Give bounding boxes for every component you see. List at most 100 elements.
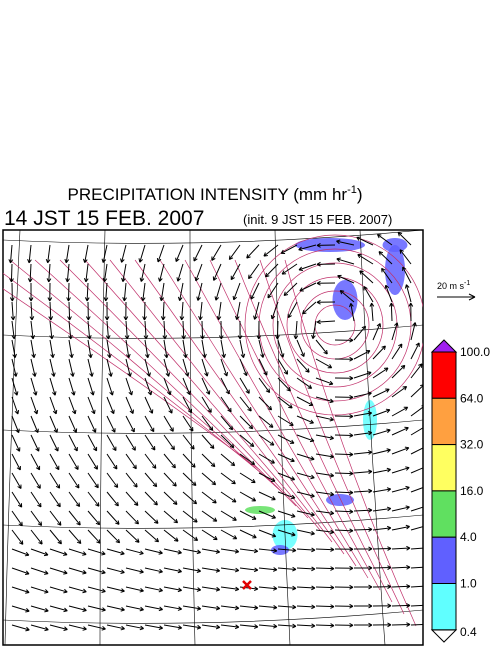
wind-arrow <box>315 623 335 628</box>
wind-arrow <box>68 472 80 489</box>
wind-arrow <box>220 510 237 521</box>
wind-arrow <box>334 528 354 534</box>
wind-arrow <box>234 301 241 321</box>
wind-arrow <box>102 263 108 283</box>
wind-arrow <box>372 506 392 512</box>
wind-arrow <box>397 231 412 246</box>
wind-arrow <box>163 605 183 611</box>
wind-arrow <box>263 244 279 257</box>
wind-arrow <box>163 491 178 505</box>
wind-arrow <box>258 396 273 411</box>
wind-arrow <box>315 396 334 404</box>
wind-arrow <box>277 566 297 572</box>
wind-arrow <box>11 624 30 632</box>
wind-arrow <box>49 624 68 631</box>
graticule <box>3 609 423 624</box>
wind-arrow <box>104 301 110 321</box>
wind-arrow <box>230 263 241 281</box>
wind-arrow <box>163 358 171 377</box>
wind-arrow <box>144 358 151 377</box>
wind-arrow <box>298 244 317 252</box>
vortex-line <box>286 276 384 374</box>
wind-arrow <box>144 510 159 524</box>
wind-arrow <box>30 548 49 557</box>
wind-arrow <box>315 604 335 609</box>
wind-arrow <box>296 339 305 357</box>
wind-arrow <box>163 529 179 542</box>
wind-arrow <box>220 548 240 554</box>
wind-arrow <box>277 547 297 553</box>
flow-line <box>3 272 273 483</box>
wind-arrow <box>68 586 87 594</box>
graticule <box>189 230 196 645</box>
wind-arrow <box>181 320 186 340</box>
wind-arrow <box>258 339 265 358</box>
precip-patch <box>271 545 289 555</box>
wind-arrow <box>182 586 202 592</box>
wind-arrow <box>220 472 236 485</box>
colorbar-label: 100.0 <box>460 345 490 359</box>
wind-arrow <box>198 301 203 321</box>
wind-arrow <box>410 506 423 512</box>
wind-arrow <box>30 529 43 545</box>
wind-arrow <box>298 263 317 272</box>
wind-arrow <box>125 434 136 451</box>
wind-arrow <box>296 623 316 629</box>
wind-arrow <box>228 244 241 260</box>
wind-arrow <box>144 472 158 488</box>
wind-arrow <box>316 299 336 305</box>
wind-arrow <box>220 396 232 413</box>
wind-arrow <box>30 472 41 489</box>
wind-arrow <box>258 377 271 393</box>
wind-arrow <box>156 244 165 263</box>
wind-arrow <box>30 586 49 594</box>
wind-arrow <box>11 358 18 377</box>
flow-line <box>109 259 333 543</box>
wind-arrow <box>212 263 222 281</box>
wind-arrow <box>87 548 106 556</box>
wind-arrow <box>277 434 295 444</box>
wind-arrow <box>11 396 20 415</box>
wind-arrow <box>159 282 165 302</box>
wind-arrow <box>349 302 355 322</box>
wind-arrow <box>11 472 22 489</box>
wind-arrow <box>201 491 217 504</box>
wind-arrow <box>125 548 144 556</box>
wind-arrow <box>144 415 155 433</box>
wind-arrow <box>283 282 298 297</box>
wind-arrow <box>30 605 49 613</box>
wind-arrow <box>316 242 336 248</box>
graticule <box>3 514 423 529</box>
wind-arrow <box>410 623 423 626</box>
wind-arrow <box>163 624 183 630</box>
wind-arrow <box>106 548 125 556</box>
wind-arrow <box>334 433 354 438</box>
wind-arrow <box>175 244 184 263</box>
wind-arrow <box>176 263 184 282</box>
wind-arrow <box>258 415 274 428</box>
colorbar-label: 64.0 <box>460 391 484 405</box>
wind-arrow <box>182 339 188 359</box>
wind-arrow <box>376 233 393 246</box>
wind-arrow <box>315 377 334 386</box>
wind-arrow <box>68 548 87 556</box>
wind-arrow <box>11 491 23 508</box>
wind-arrow <box>9 282 15 302</box>
wind-arrow <box>201 358 209 377</box>
wind-arrow <box>369 302 375 322</box>
wind-arrow <box>410 526 423 531</box>
wind-arrow <box>144 453 157 469</box>
wind-arrow <box>296 415 314 424</box>
wind-arrow <box>144 548 163 555</box>
wind-arrow <box>11 339 17 359</box>
wind-arrow <box>372 367 389 379</box>
wind-arrow <box>196 282 203 301</box>
wind-arrow <box>68 415 78 433</box>
wind-arrow <box>46 263 52 283</box>
wind-arrow <box>11 529 24 545</box>
wind-arrow <box>391 386 408 398</box>
wind-arrow <box>372 487 392 493</box>
wind-arrow <box>201 396 212 413</box>
wind-arrow <box>201 472 217 486</box>
